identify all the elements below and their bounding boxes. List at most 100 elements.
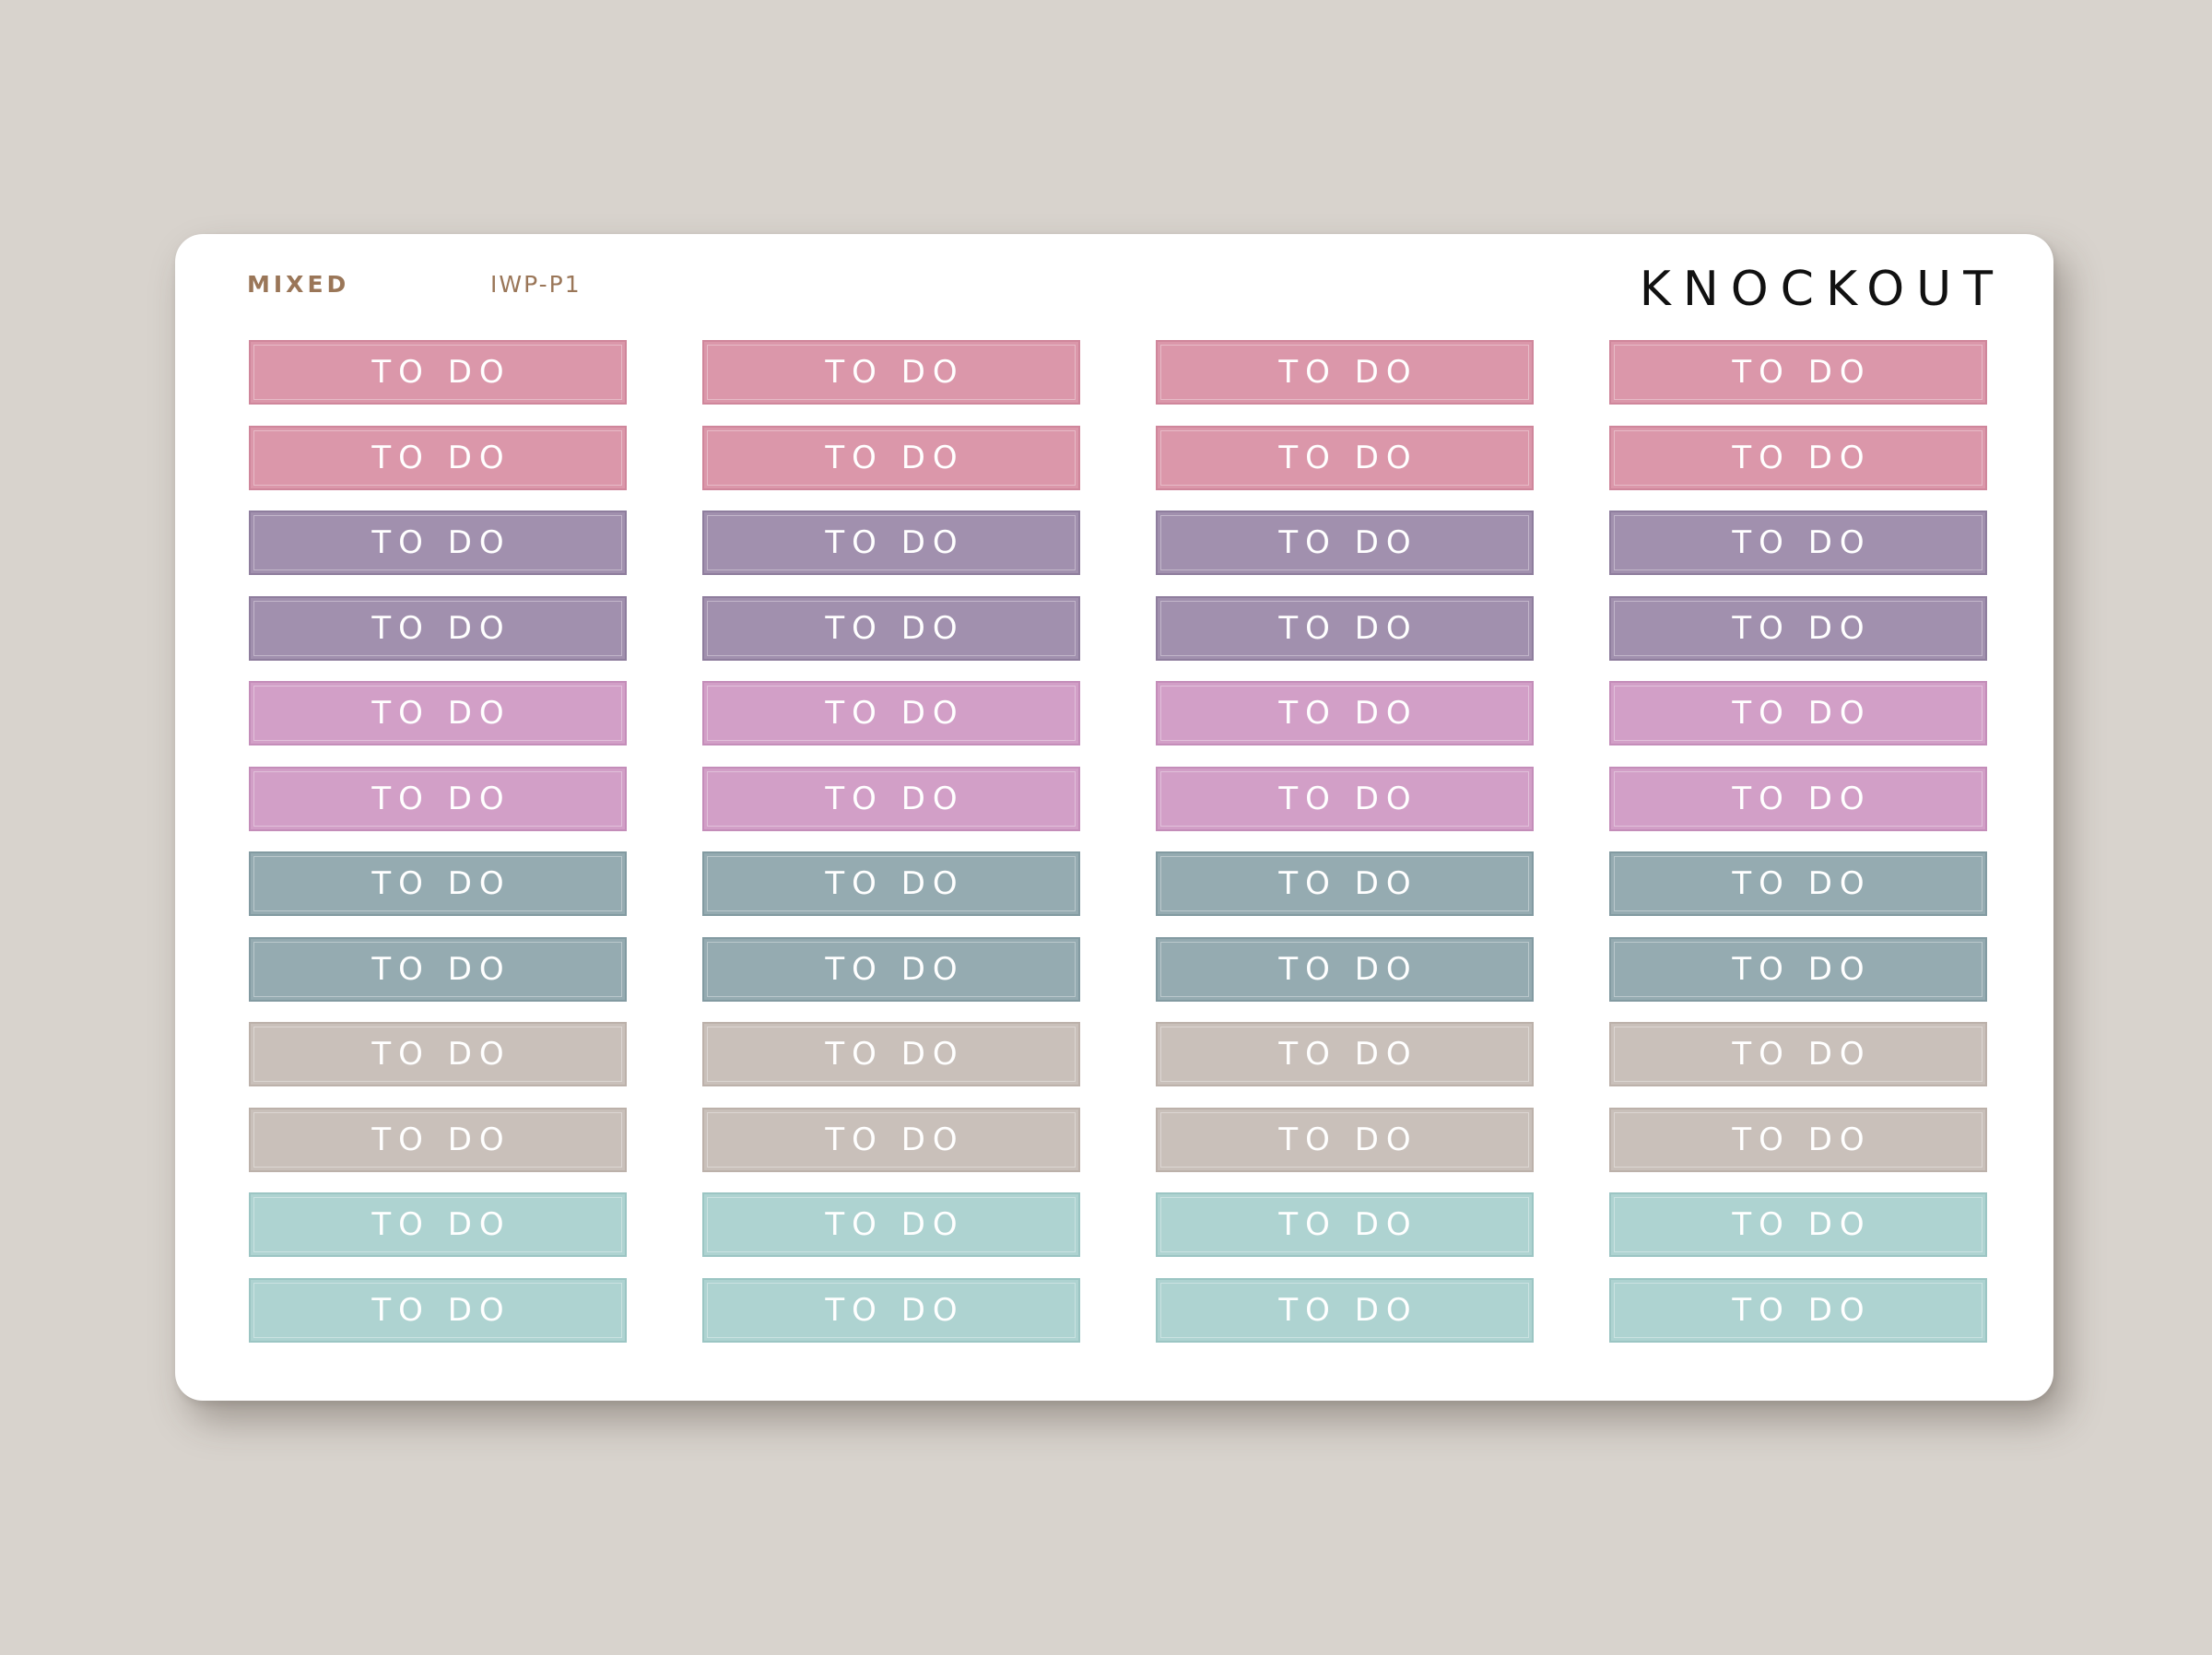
- todo-sticker: TO DO: [1609, 425, 1987, 490]
- sticker-label: TO DO: [825, 439, 965, 476]
- todo-sticker: TO DO: [1609, 595, 1987, 661]
- brand-title: KNOCKOUT: [1639, 262, 2005, 317]
- sticker-label: TO DO: [371, 695, 512, 732]
- todo-sticker: TO DO: [1156, 1022, 1534, 1086]
- sticker-label: TO DO: [1278, 1121, 1418, 1158]
- todo-sticker: TO DO: [249, 1107, 627, 1172]
- sticker-label: TO DO: [371, 354, 512, 391]
- sticker-label: TO DO: [1732, 1121, 1872, 1158]
- todo-sticker: TO DO: [1156, 511, 1534, 575]
- sticker-label: TO DO: [1732, 1291, 1872, 1329]
- sticker-label: TO DO: [1732, 865, 1872, 902]
- todo-sticker: TO DO: [249, 936, 627, 1002]
- todo-sticker: TO DO: [249, 511, 627, 575]
- sticker-label: TO DO: [1732, 524, 1872, 561]
- todo-sticker: TO DO: [702, 936, 1080, 1002]
- sticker-label: TO DO: [1732, 695, 1872, 732]
- sticker-label: TO DO: [371, 609, 512, 647]
- sticker-label: TO DO: [371, 865, 512, 902]
- todo-sticker: TO DO: [249, 1277, 627, 1343]
- todo-sticker: TO DO: [702, 766, 1080, 831]
- todo-sticker: TO DO: [1609, 851, 1987, 916]
- sticker-label: TO DO: [825, 950, 965, 988]
- sticker-label: TO DO: [1732, 439, 1872, 476]
- sticker-label: TO DO: [371, 439, 512, 476]
- sticker-label: TO DO: [1278, 609, 1418, 647]
- sticker-label: TO DO: [825, 865, 965, 902]
- todo-sticker: TO DO: [1609, 511, 1987, 575]
- sticker-label: TO DO: [1278, 695, 1418, 732]
- todo-sticker: TO DO: [1609, 1277, 1987, 1343]
- sticker-label: TO DO: [1278, 780, 1418, 817]
- sticker-label: TO DO: [1278, 1036, 1418, 1073]
- sticker-label: TO DO: [371, 1291, 512, 1329]
- todo-sticker: TO DO: [1609, 340, 1987, 405]
- todo-sticker: TO DO: [249, 766, 627, 831]
- todo-sticker: TO DO: [249, 1022, 627, 1086]
- todo-sticker: TO DO: [702, 595, 1080, 661]
- sticker-label: TO DO: [825, 609, 965, 647]
- sticker-label: TO DO: [825, 1121, 965, 1158]
- sticker-label: TO DO: [1278, 1206, 1418, 1243]
- sticker-label: TO DO: [371, 780, 512, 817]
- todo-sticker: TO DO: [249, 1192, 627, 1257]
- todo-sticker: TO DO: [1156, 1107, 1534, 1172]
- todo-sticker: TO DO: [702, 1107, 1080, 1172]
- sticker-label: TO DO: [1278, 439, 1418, 476]
- todo-sticker: TO DO: [702, 511, 1080, 575]
- sticker-label: TO DO: [1278, 354, 1418, 391]
- sticker-label: TO DO: [825, 524, 965, 561]
- sticker-label: TO DO: [1732, 609, 1872, 647]
- todo-sticker: TO DO: [1609, 1192, 1987, 1257]
- sticker-label: TO DO: [825, 1206, 965, 1243]
- todo-sticker: TO DO: [1609, 1022, 1987, 1086]
- sticker-label: TO DO: [1278, 524, 1418, 561]
- todo-sticker: TO DO: [249, 595, 627, 661]
- todo-sticker: TO DO: [702, 681, 1080, 745]
- todo-sticker: TO DO: [1156, 766, 1534, 831]
- sticker-label: TO DO: [371, 1121, 512, 1158]
- product-code: IWP-P1: [490, 271, 582, 298]
- sticker-label: TO DO: [371, 1206, 512, 1243]
- todo-sticker: TO DO: [1156, 851, 1534, 916]
- sticker-label: TO DO: [1278, 950, 1418, 988]
- sticker-label: TO DO: [1732, 1206, 1872, 1243]
- sticker-label: TO DO: [825, 1036, 965, 1073]
- sticker-grid: TO DO TO DO TO DO TO DO TO DO TO DO TO DO TO DO…: [249, 340, 1989, 1343]
- todo-sticker: TO DO: [702, 1022, 1080, 1086]
- todo-sticker: TO DO: [1156, 425, 1534, 490]
- sticker-label: TO DO: [825, 354, 965, 391]
- todo-sticker: TO DO: [249, 425, 627, 490]
- todo-sticker: TO DO: [1156, 681, 1534, 745]
- sticker-label: TO DO: [825, 780, 965, 817]
- todo-sticker: TO DO: [1609, 766, 1987, 831]
- todo-sticker: TO DO: [249, 340, 627, 405]
- sticker-sheet: MIXED IWP-P1 KNOCKOUT TO DO TO DO TO DO TO …: [175, 234, 2053, 1401]
- sticker-label: TO DO: [371, 524, 512, 561]
- todo-sticker: TO DO: [249, 681, 627, 745]
- sticker-label: TO DO: [1732, 354, 1872, 391]
- todo-sticker: TO DO: [702, 340, 1080, 405]
- sticker-label: TO DO: [825, 695, 965, 732]
- todo-sticker: TO DO: [1156, 1192, 1534, 1257]
- sticker-label: TO DO: [1732, 1036, 1872, 1073]
- sticker-label: TO DO: [825, 1291, 965, 1329]
- todo-sticker: TO DO: [1156, 936, 1534, 1002]
- todo-sticker: TO DO: [702, 851, 1080, 916]
- sticker-label: TO DO: [1278, 1291, 1418, 1329]
- sticker-label: TO DO: [1732, 780, 1872, 817]
- todo-sticker: TO DO: [1609, 1107, 1987, 1172]
- todo-sticker: TO DO: [1156, 1277, 1534, 1343]
- sticker-label: TO DO: [1278, 865, 1418, 902]
- sticker-label: TO DO: [1732, 950, 1872, 988]
- todo-sticker: TO DO: [1609, 681, 1987, 745]
- todo-sticker: TO DO: [1156, 340, 1534, 405]
- sticker-label: TO DO: [371, 1036, 512, 1073]
- sticker-label: TO DO: [371, 950, 512, 988]
- todo-sticker: TO DO: [702, 425, 1080, 490]
- todo-sticker: TO DO: [249, 851, 627, 916]
- todo-sticker: TO DO: [702, 1277, 1080, 1343]
- todo-sticker: TO DO: [1609, 936, 1987, 1002]
- todo-sticker: TO DO: [1156, 595, 1534, 661]
- variant-label: MIXED: [247, 271, 350, 298]
